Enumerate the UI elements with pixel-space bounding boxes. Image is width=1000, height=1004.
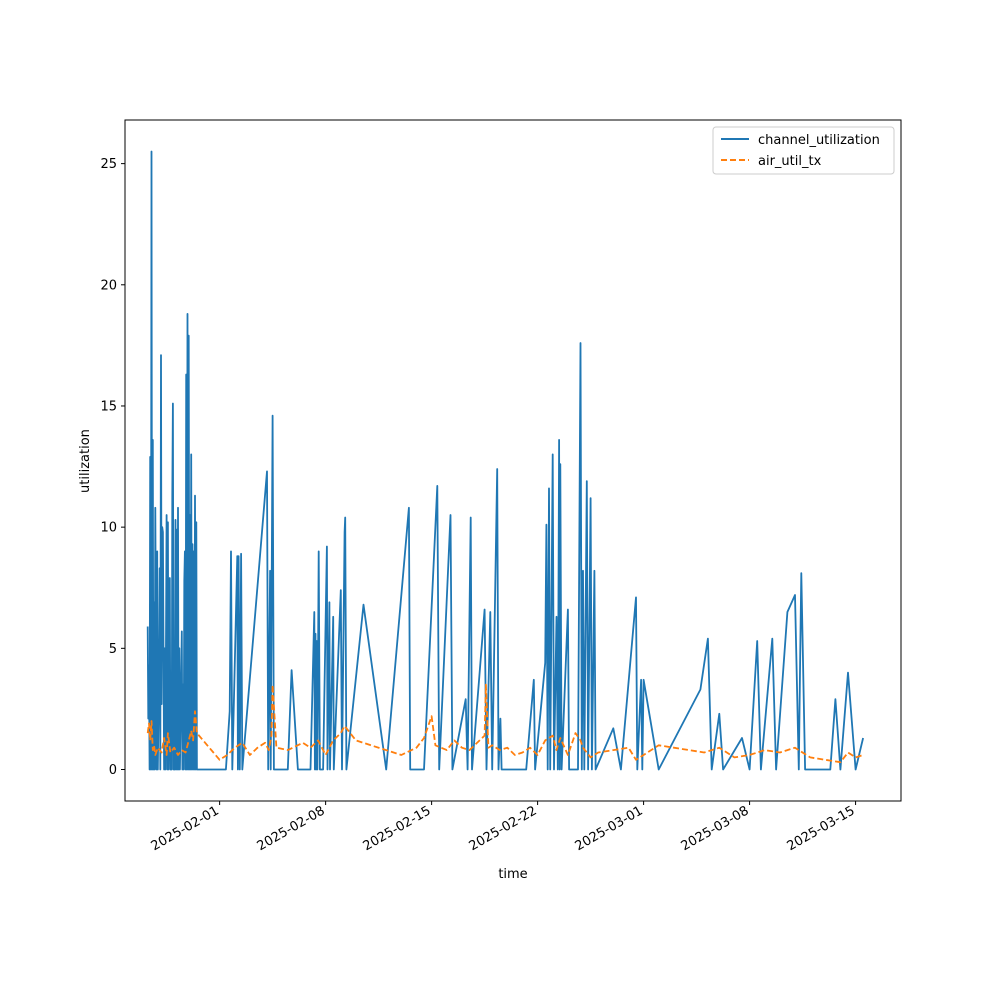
y-tick-label: 15 bbox=[100, 399, 117, 414]
legend-label-channel-utilization: channel_utilization bbox=[758, 133, 880, 148]
y-tick-label: 20 bbox=[100, 278, 117, 293]
series-line-air-util-tx bbox=[146, 683, 864, 764]
y-tick-label: 0 bbox=[109, 763, 117, 778]
axes-frame bbox=[124, 119, 902, 802]
y-tick-label: 10 bbox=[100, 521, 117, 536]
x-axis-label: time bbox=[498, 867, 527, 882]
y-axis: 0 5 10 15 20 25 bbox=[100, 157, 125, 778]
series-line-channel-utilization bbox=[146, 150, 864, 771]
series-layer bbox=[146, 150, 864, 771]
y-axis-label: utilization bbox=[78, 429, 93, 493]
legend-box bbox=[712, 126, 895, 175]
y-tick-label: 5 bbox=[109, 642, 117, 657]
y-tick-label: 25 bbox=[100, 157, 117, 172]
legend-label-air-util-tx: air_util_tx bbox=[758, 154, 822, 169]
legend: channel_utilization air_util_tx bbox=[712, 126, 895, 175]
